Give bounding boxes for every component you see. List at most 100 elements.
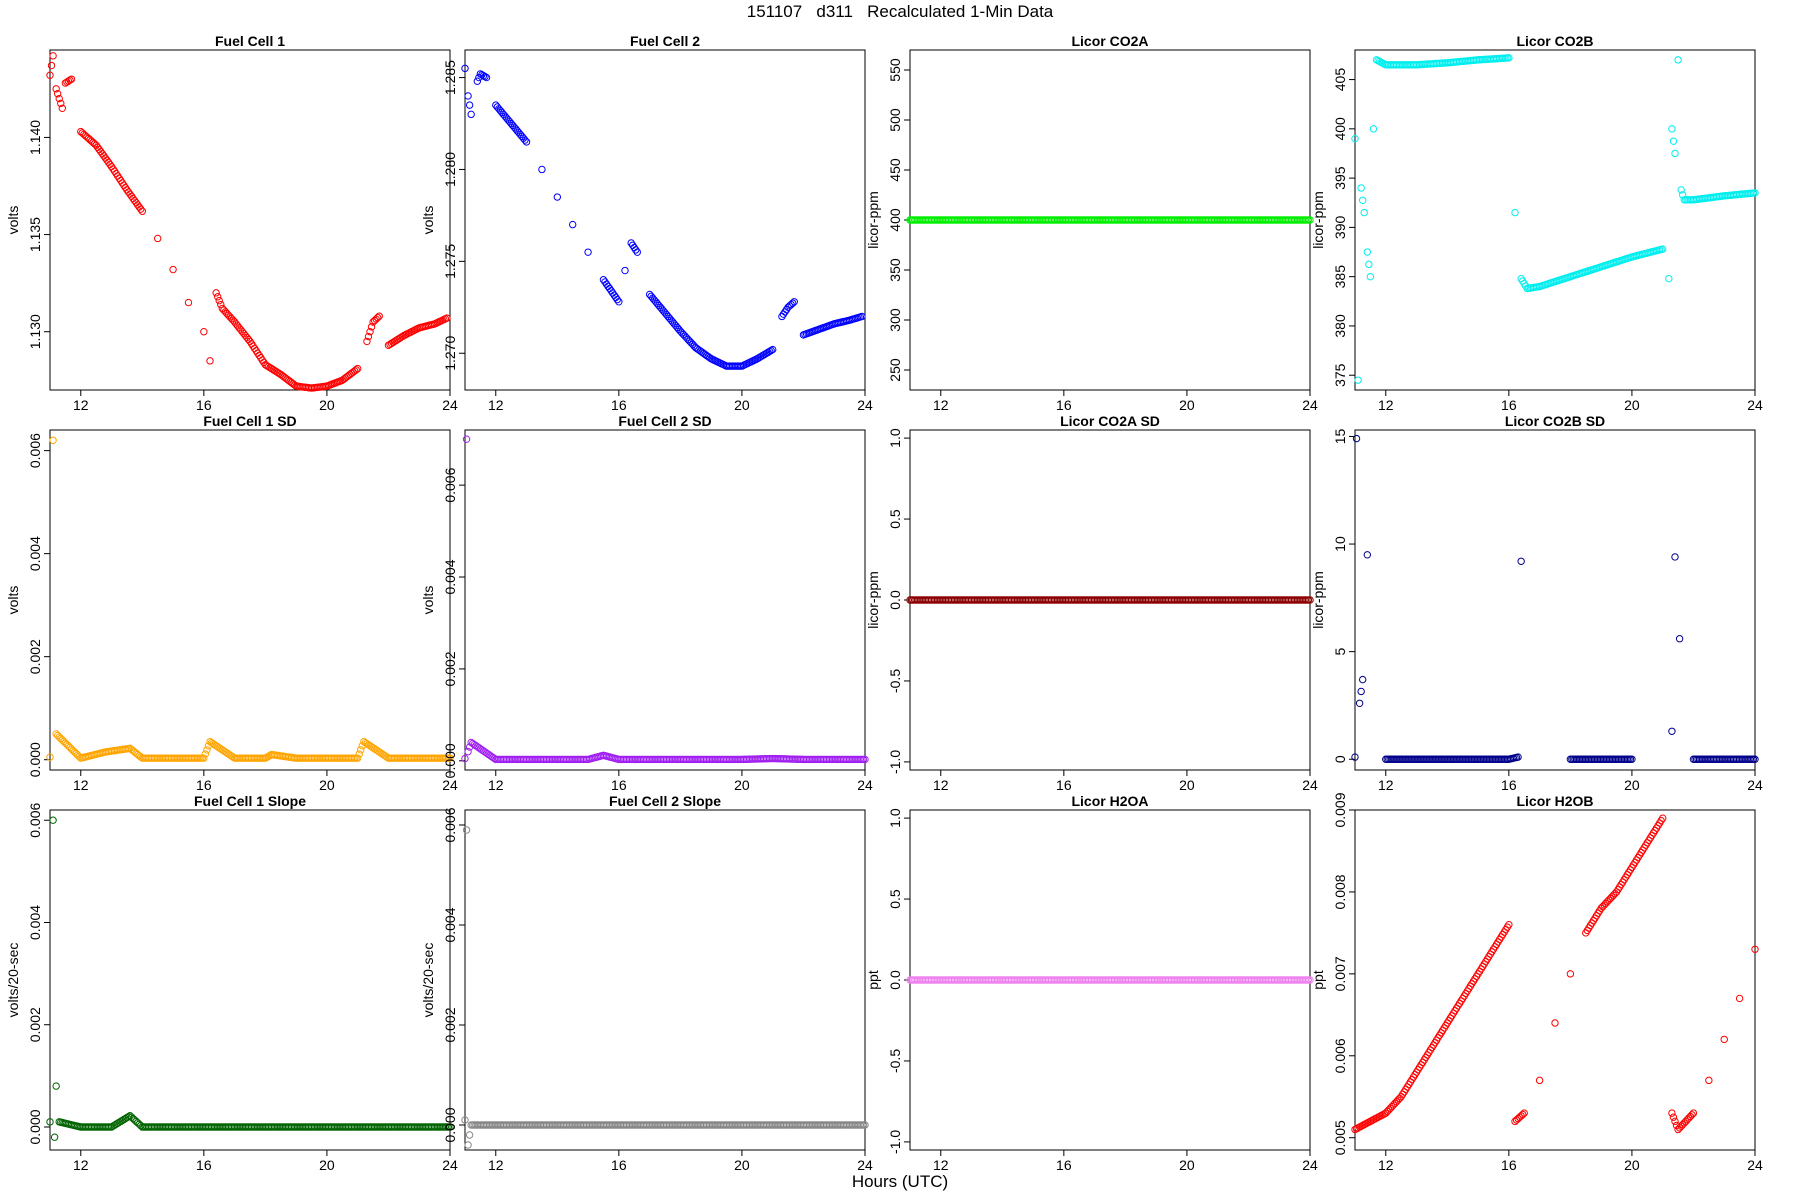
y-axis-label: ppt [1310, 970, 1326, 990]
data-point [243, 333, 251, 342]
data-point [52, 1082, 60, 1090]
x-tick-label: 20 [1179, 777, 1195, 793]
panel-3: Licor CO2A 12 16 20 24 250 300 350 400 450 500 550 l… [865, 33, 1318, 413]
data-point [1688, 1111, 1696, 1119]
x-tick-label: 12 [488, 397, 504, 413]
data-point [605, 284, 614, 293]
data-point [1566, 970, 1575, 978]
data-point [124, 1112, 133, 1121]
panel-title: Fuel Cell 1 [215, 33, 285, 49]
y-tick-label: 0 [1332, 755, 1348, 763]
data-point [137, 205, 145, 213]
data-point [479, 72, 488, 80]
data-point [1671, 149, 1679, 158]
data-point [364, 332, 373, 341]
x-tick-label: 16 [611, 777, 627, 793]
y-tick-label: 0.0 [887, 970, 903, 990]
y-tick-label: 300 [887, 308, 903, 332]
x-tick-label: 24 [442, 1157, 458, 1173]
x-tick-label: 24 [442, 397, 458, 413]
data-point [153, 234, 162, 243]
x-tick-label: 16 [196, 397, 212, 413]
y-tick-label: 1.285 [442, 60, 458, 95]
x-tick-label: 16 [1501, 397, 1517, 413]
x-tick-label: 24 [1302, 397, 1318, 413]
x-tick-label: 12 [1378, 397, 1394, 413]
data-point [1686, 1112, 1695, 1121]
data-point [1535, 1076, 1544, 1085]
y-tick-label: 405 [1332, 68, 1348, 92]
data-point [227, 314, 236, 323]
y-tick-label: -1.0 [887, 750, 903, 774]
y-tick-label: -1.0 [887, 1130, 903, 1154]
y-tick-label: 375 [1332, 363, 1348, 387]
data-point [212, 289, 220, 297]
data-point [1369, 125, 1378, 133]
x-tick-label: 20 [734, 1157, 750, 1173]
data-point [1503, 54, 1512, 62]
data-point [1669, 1113, 1678, 1121]
data-point [57, 99, 65, 108]
data-point [615, 298, 623, 306]
plot-frame [1354, 809, 1756, 1151]
x-tick-label: 20 [1179, 1157, 1195, 1173]
plot-frame [1354, 49, 1756, 391]
y-tick-label: 500 [887, 108, 903, 132]
data-point [444, 1123, 453, 1131]
data-point [461, 754, 469, 763]
data-point [260, 754, 268, 762]
data-point [46, 71, 54, 79]
data-point [765, 347, 774, 356]
panel-9: Fuel Cell 1 Slope 12 16 20 24 0.000 0.002 0.004… [5, 793, 458, 1173]
data-point [584, 248, 592, 256]
y-tick-label: 0.004 [442, 559, 458, 594]
data-point [462, 826, 471, 834]
data-point [1657, 245, 1665, 254]
data-point [444, 754, 453, 762]
y-axis-label: ppt [865, 970, 881, 990]
panel-title: Fuel Cell 1 SD [203, 413, 296, 429]
data-point [1512, 753, 1521, 762]
plot-frame [464, 809, 866, 1151]
data-point [1355, 699, 1364, 707]
x-tick-label: 24 [1302, 777, 1318, 793]
data-point [1751, 945, 1759, 953]
data-point [201, 750, 210, 758]
data-point [1518, 1110, 1527, 1119]
data-point [788, 299, 797, 307]
data-point [441, 315, 450, 323]
y-tick-label: 0.006 [1332, 1038, 1348, 1073]
data-point [429, 320, 437, 329]
data-point [1626, 755, 1635, 763]
y-tick-label: 0.002 [442, 1007, 458, 1042]
x-tick-label: 16 [196, 1157, 212, 1173]
y-tick-label: -0.5 [887, 1049, 903, 1073]
panel-1: Fuel Cell 1 12 16 20 24 1.130 1.135 1.140 volts [5, 33, 458, 413]
x-tick-label: 24 [857, 1157, 873, 1173]
y-tick-label: 395 [1332, 166, 1348, 190]
x-tick-label: 12 [73, 397, 89, 413]
x-tick-label: 12 [933, 777, 949, 793]
data-point [1503, 923, 1512, 931]
x-tick-label: 16 [1056, 777, 1072, 793]
panel-title: Fuel Cell 1 Slope [194, 793, 306, 809]
y-axis-label: volts [420, 206, 436, 235]
x-tick-label: 20 [1624, 397, 1640, 413]
data-point [1357, 687, 1365, 696]
x-tick-label: 24 [857, 777, 873, 793]
figure-title: 151107 d311 Recalculated 1-Min Data [746, 2, 1054, 21]
y-tick-label: 250 [887, 358, 903, 382]
panel-title: Licor CO2B [1516, 33, 1593, 49]
y-tick-label: 0.004 [27, 905, 43, 940]
data-point [49, 52, 57, 60]
data-point [49, 436, 57, 445]
x-tick-label: 24 [1747, 777, 1763, 793]
data-point [50, 1133, 59, 1141]
data-point [1363, 551, 1372, 559]
data-point [89, 138, 97, 147]
data-point [461, 64, 469, 73]
plot-frame [1354, 429, 1756, 771]
y-tick-label: 380 [1332, 314, 1348, 338]
y-tick-label: 1.270 [442, 336, 458, 371]
